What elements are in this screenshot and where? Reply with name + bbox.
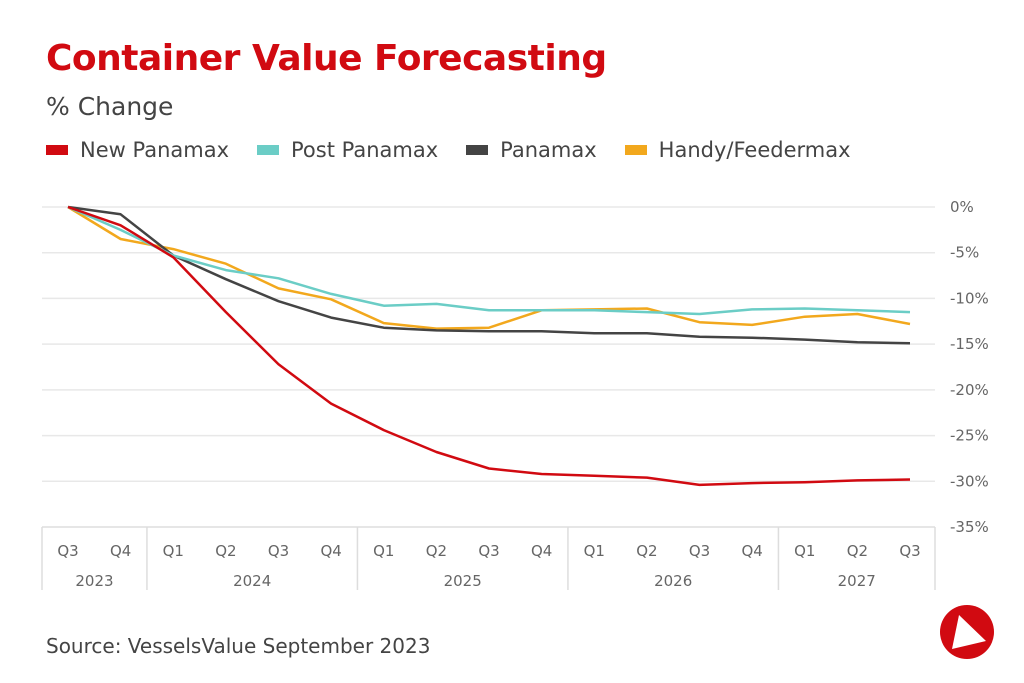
- y-tick-label: -15%: [950, 335, 989, 353]
- x-tick-label: Q2: [426, 542, 447, 560]
- y-tick-label: -20%: [950, 381, 989, 399]
- x-year-label: 2025: [444, 572, 482, 590]
- legend-swatch: [466, 145, 489, 155]
- series-line-post-panamax: [67, 205, 911, 316]
- x-tick-label: Q3: [478, 542, 499, 560]
- legend-item: Post Panamax: [257, 138, 438, 162]
- x-tick-label: Q4: [110, 542, 131, 560]
- x-tick-label: Q1: [584, 542, 605, 560]
- y-tick-label: 0%: [950, 198, 974, 216]
- chart-title: Container Value Forecasting: [46, 38, 607, 79]
- x-year-label: 2027: [838, 572, 876, 590]
- y-tick-label: -10%: [950, 289, 989, 307]
- x-tick-label: Q2: [215, 542, 236, 560]
- legend-label: Panamax: [500, 138, 597, 162]
- legend-swatch: [624, 145, 647, 155]
- legend-label: New Panamax: [80, 138, 229, 162]
- series-line-new-panamax: [67, 205, 911, 487]
- legend: New Panamax Post Panamax Panamax Handy/Feed…: [46, 138, 879, 162]
- x-tick-label: Q2: [847, 542, 868, 560]
- x-tick-label: Q3: [57, 542, 78, 560]
- x-year-label: 2023: [75, 572, 113, 590]
- x-year-label: 2026: [654, 572, 692, 590]
- legend-swatch: [46, 145, 68, 155]
- series-line-handy-feedermax: [67, 205, 911, 330]
- legend-item: New Panamax: [46, 138, 229, 162]
- x-tick-label: Q3: [689, 542, 710, 560]
- x-tick-label: Q1: [373, 542, 394, 560]
- x-tick-label: Q3: [268, 542, 289, 560]
- x-tick-label: Q1: [163, 542, 184, 560]
- x-year-label: 2024: [233, 572, 271, 590]
- x-tick-label: Q2: [636, 542, 657, 560]
- source-note: Source: VesselsValue September 2023: [46, 634, 431, 658]
- x-tick-label: Q3: [899, 542, 920, 560]
- y-tick-label: -5%: [950, 244, 979, 262]
- y-tick-label: -25%: [950, 427, 989, 445]
- x-tick-label: Q1: [794, 542, 815, 560]
- legend-label: Post Panamax: [291, 138, 439, 162]
- vesselsvalue-logo-icon: [940, 605, 994, 659]
- chart-subtitle: % Change: [46, 92, 174, 121]
- legend-item: Handy/Feedermax: [624, 138, 851, 162]
- y-tick-label: -30%: [950, 472, 989, 490]
- series-line-panamax: [67, 205, 911, 345]
- y-tick-label: -35%: [950, 518, 989, 536]
- x-tick-label: Q4: [531, 542, 552, 560]
- x-tick-label: Q4: [320, 542, 341, 560]
- legend-swatch: [257, 145, 279, 155]
- legend-item: Panamax: [466, 138, 597, 162]
- x-tick-label: Q4: [741, 542, 762, 560]
- legend-label: Handy/Feedermax: [658, 138, 851, 162]
